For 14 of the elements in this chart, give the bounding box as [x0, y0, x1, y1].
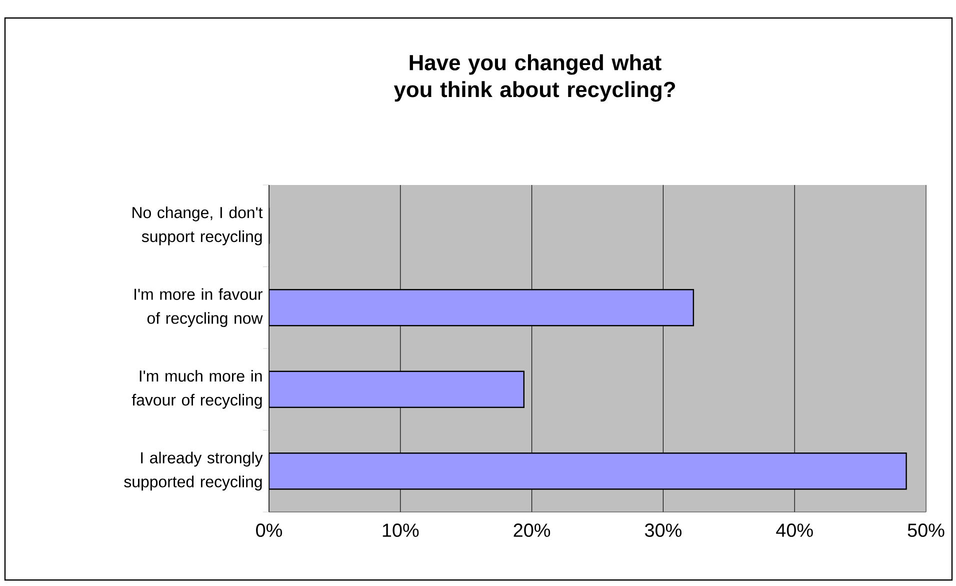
x-tick-label: 20%	[514, 524, 550, 537]
x-tick-label: 40%	[776, 524, 813, 537]
x-tick-label: 50%	[908, 524, 944, 537]
bar	[269, 452, 907, 490]
y-tick-label: I already strongly supported recycling	[124, 452, 263, 491]
chart-title: Have you changed what you think about recycling?	[394, 54, 675, 102]
x-tick-label: 0%	[256, 524, 282, 537]
y-tick-label: I'm much more in favour of recycling	[132, 370, 262, 409]
y-tick-label: No change, I don't support recycling	[132, 206, 263, 246]
x-tick-label: 10%	[382, 524, 419, 537]
bar	[269, 289, 694, 326]
x-tick-label: 30%	[644, 524, 682, 537]
y-tick-label: I'm more in favour of recycling now	[134, 288, 263, 328]
bar	[269, 370, 525, 408]
